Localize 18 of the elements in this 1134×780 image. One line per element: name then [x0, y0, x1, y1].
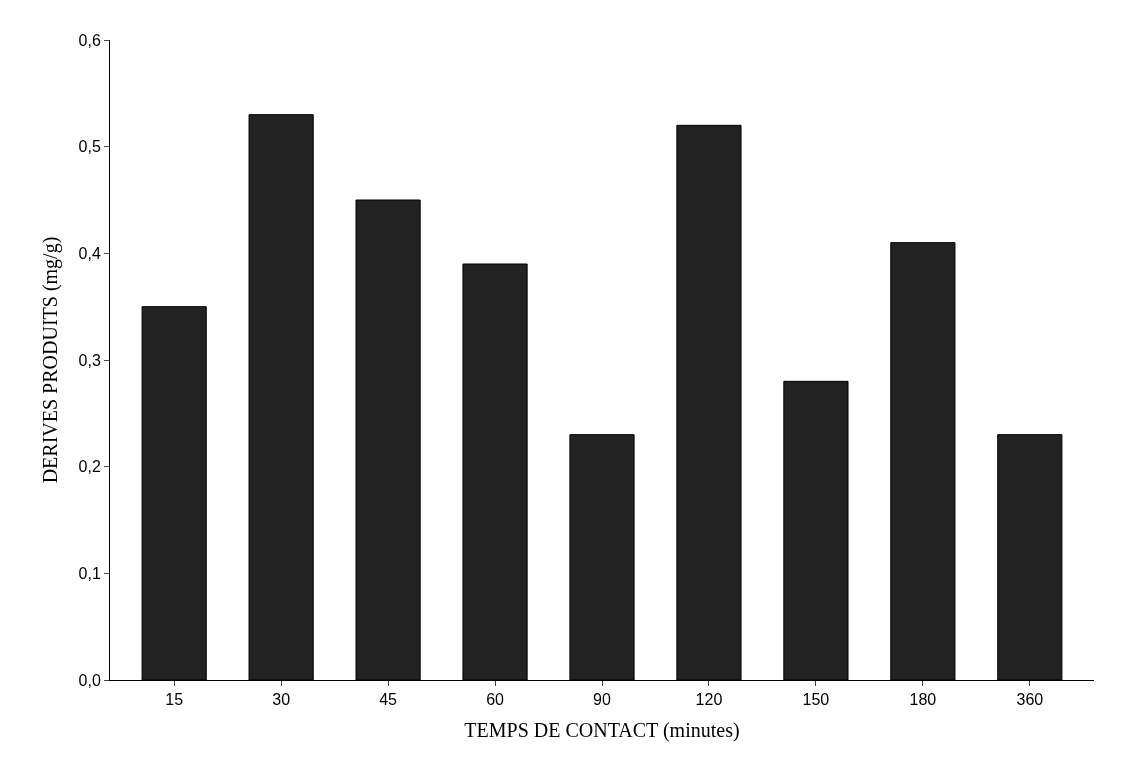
x-tick-label: 15 [165, 691, 184, 709]
x-tick-label: 150 [802, 691, 830, 709]
y-tick-label: 0,0 [78, 671, 101, 689]
x-tick-label: 120 [695, 691, 723, 709]
y-tick-label: 0,6 [78, 31, 101, 49]
x-tick-label: 45 [379, 691, 398, 709]
y-tick-label: 0,3 [78, 351, 101, 369]
y-tick-label: 0,5 [78, 138, 101, 156]
y-axis-title: DERIVES PRODUITS (mg/g) [39, 236, 63, 484]
x-tick-label: 180 [909, 691, 937, 709]
y-tick-label: 0,2 [78, 458, 101, 476]
x-tick-label: 90 [593, 691, 611, 709]
x-tick-label: 30 [272, 691, 291, 709]
x-tick-label: 360 [1016, 691, 1044, 709]
y-tick-label: 0,4 [78, 244, 101, 262]
x-tick-label: 60 [486, 691, 505, 709]
x-axis-title: TEMPS DE CONTACT (minutes) [464, 718, 740, 742]
y-tick-label: 0,1 [78, 564, 101, 582]
